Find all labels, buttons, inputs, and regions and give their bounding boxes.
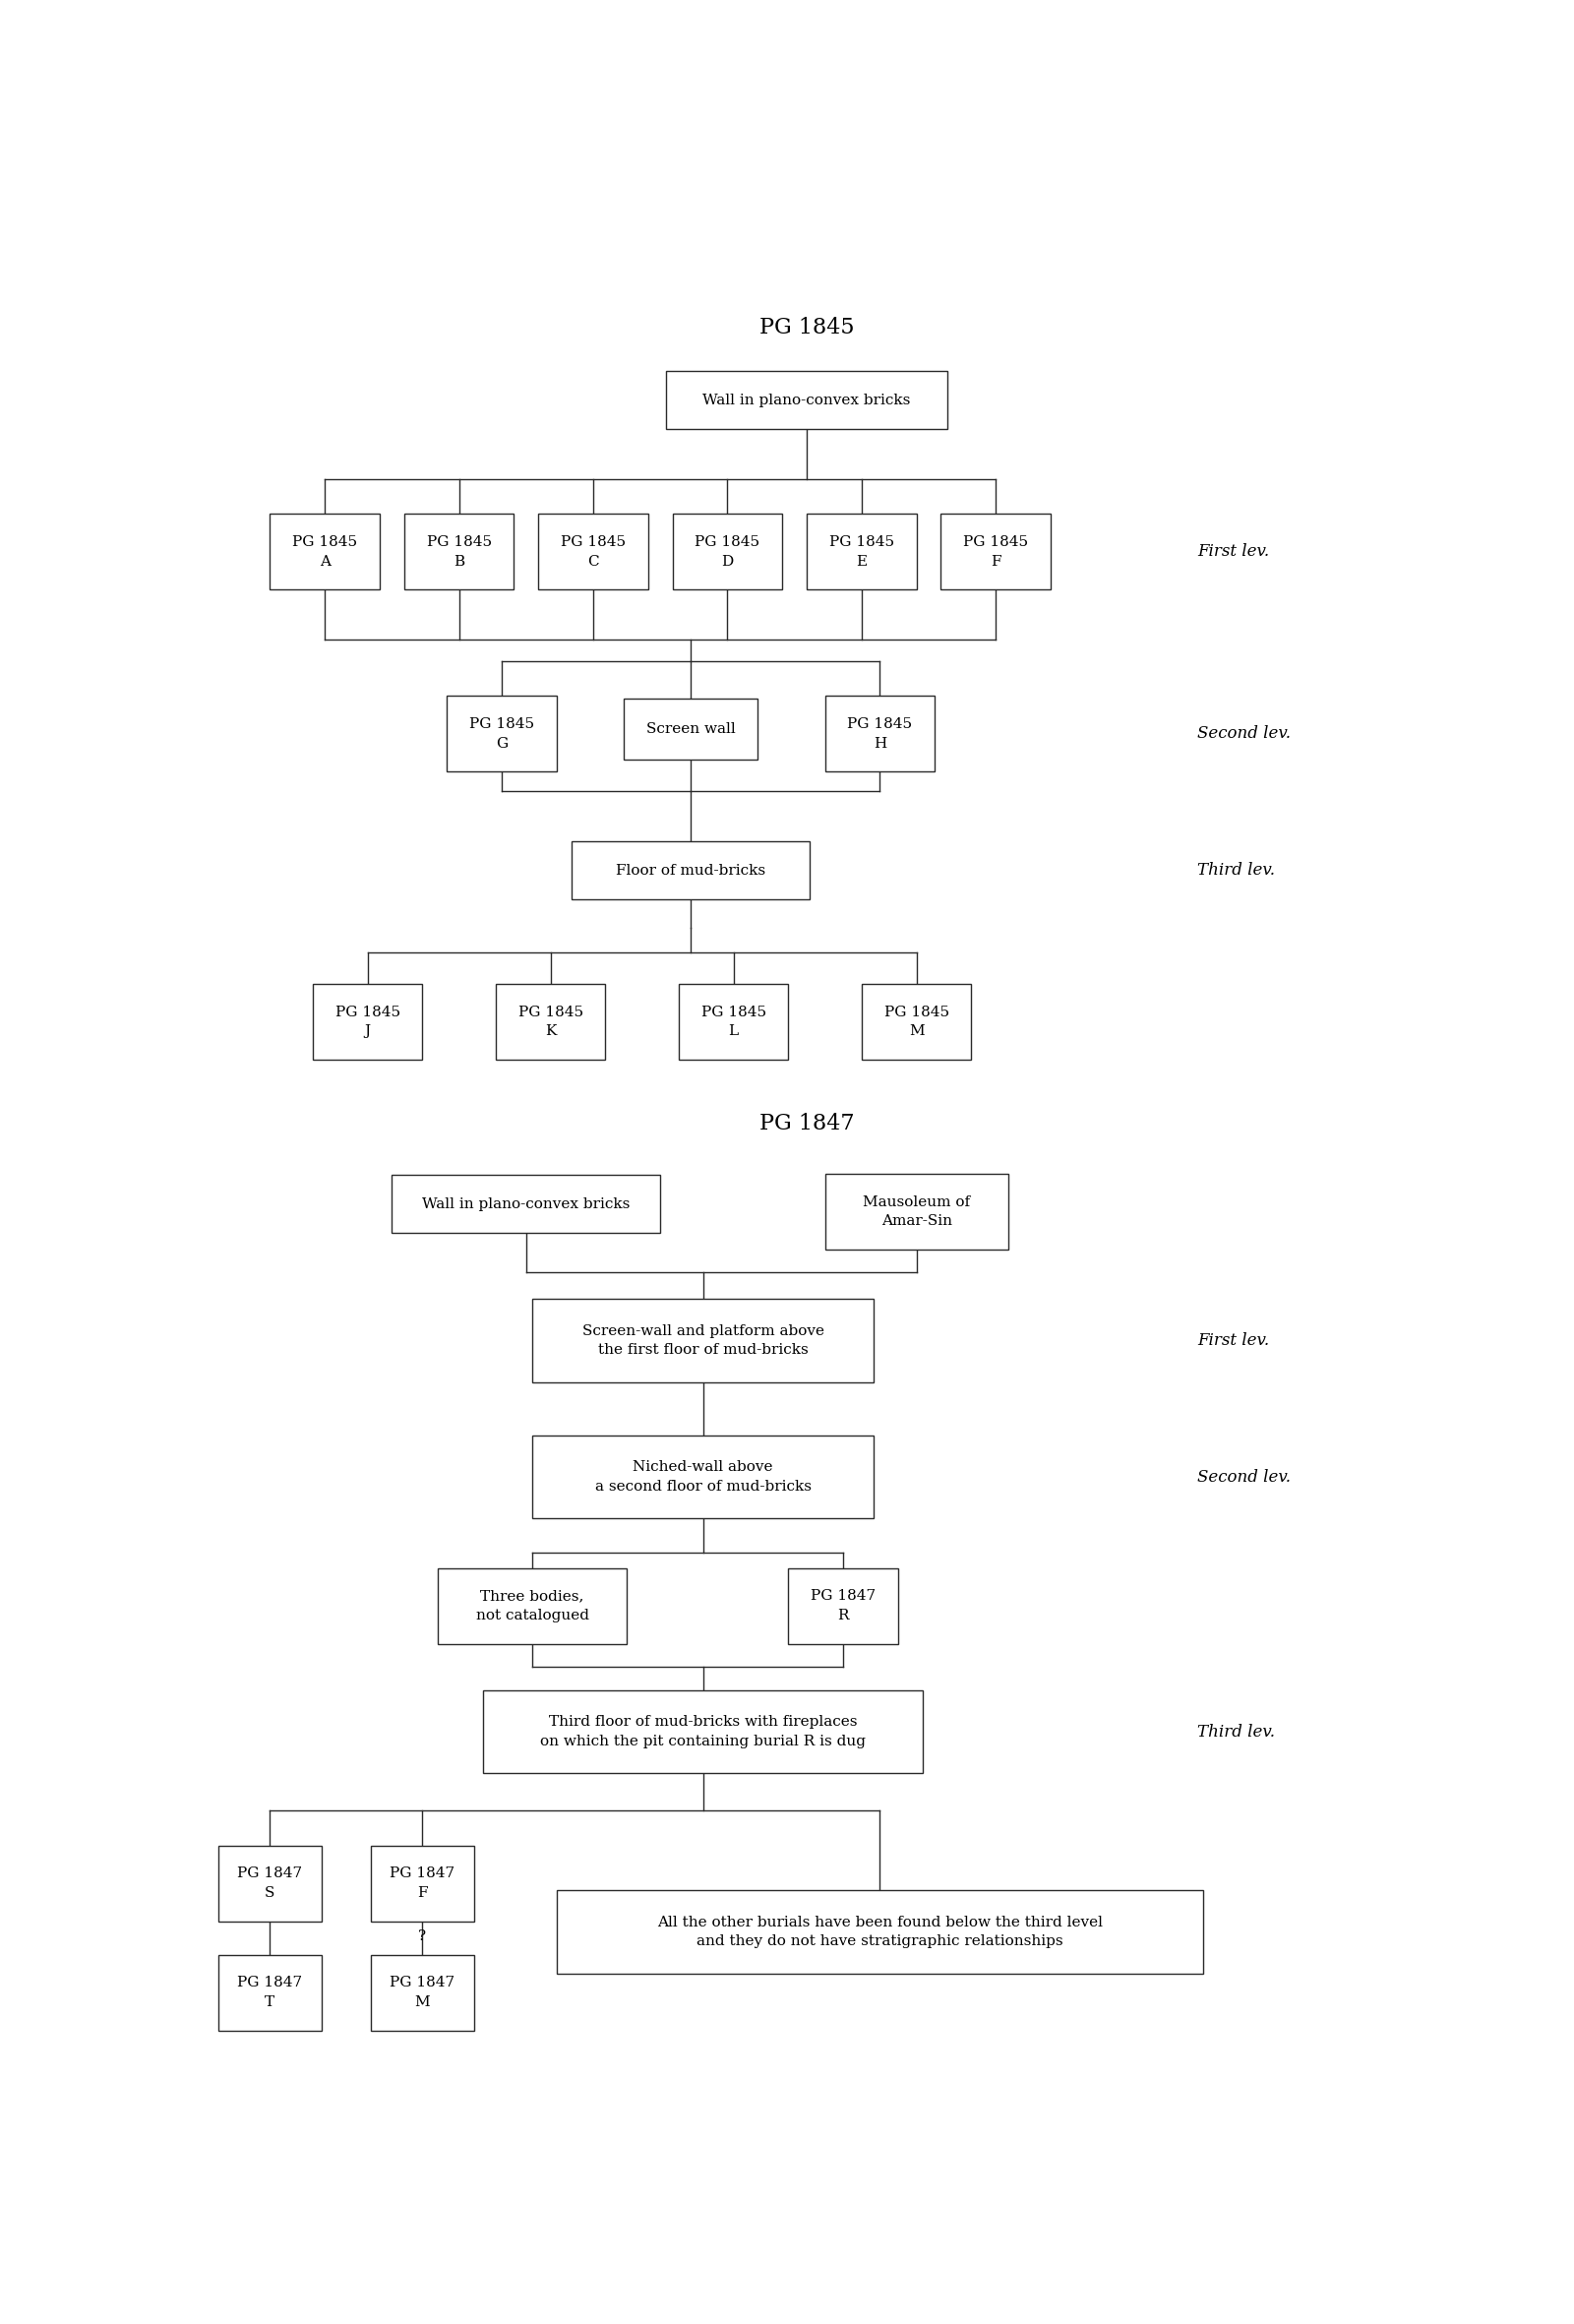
Text: Second lev.: Second lev.	[1196, 1469, 1291, 1485]
Text: Wall in plano-convex bricks: Wall in plano-convex bricks	[702, 393, 911, 407]
FancyBboxPatch shape	[438, 1569, 626, 1643]
Text: PG 1845
M: PG 1845 M	[885, 1006, 949, 1039]
FancyBboxPatch shape	[623, 700, 759, 760]
Text: All the other burials have been found below the third level
and they do not have: All the other burials have been found be…	[656, 1915, 1103, 1948]
FancyBboxPatch shape	[496, 983, 606, 1060]
Text: PG 1847
M: PG 1847 M	[390, 1975, 455, 2008]
Text: PG 1847
S: PG 1847 S	[238, 1866, 302, 1899]
FancyBboxPatch shape	[672, 514, 782, 590]
FancyBboxPatch shape	[370, 1954, 474, 2031]
FancyBboxPatch shape	[370, 1845, 474, 1922]
FancyBboxPatch shape	[532, 1299, 874, 1383]
Text: PG 1845
B: PG 1845 B	[427, 535, 491, 569]
Text: Floor of mud-bricks: Floor of mud-bricks	[615, 865, 765, 876]
Text: PG 1847
T: PG 1847 T	[238, 1975, 302, 2008]
Text: PG 1845: PG 1845	[759, 316, 855, 339]
FancyBboxPatch shape	[806, 514, 916, 590]
Text: PG 1845
F: PG 1845 F	[963, 535, 1028, 569]
Text: Three bodies,
not catalogued: Three bodies, not catalogued	[475, 1590, 589, 1622]
Text: Mausoleum of
Amar-Sin: Mausoleum of Amar-Sin	[863, 1195, 970, 1227]
Text: PG 1847: PG 1847	[759, 1113, 855, 1134]
Text: Second lev.: Second lev.	[1196, 725, 1291, 741]
Text: Third lev.: Third lev.	[1196, 862, 1275, 878]
Text: First lev.: First lev.	[1196, 544, 1269, 560]
Text: PG 1845
H: PG 1845 H	[847, 718, 913, 751]
Text: PG 1845
C: PG 1845 C	[560, 535, 626, 569]
Text: PG 1847
F: PG 1847 F	[390, 1866, 455, 1899]
FancyBboxPatch shape	[861, 983, 971, 1060]
FancyBboxPatch shape	[825, 1174, 1007, 1250]
Text: PG 1845
G: PG 1845 G	[469, 718, 534, 751]
FancyBboxPatch shape	[219, 1845, 321, 1922]
Text: Third lev.: Third lev.	[1196, 1724, 1275, 1741]
FancyBboxPatch shape	[219, 1954, 321, 2031]
FancyBboxPatch shape	[825, 695, 935, 772]
FancyBboxPatch shape	[571, 841, 809, 899]
FancyBboxPatch shape	[941, 514, 1051, 590]
FancyBboxPatch shape	[483, 1690, 922, 1773]
Text: ?: ?	[419, 1929, 427, 1943]
FancyBboxPatch shape	[538, 514, 648, 590]
FancyBboxPatch shape	[271, 514, 379, 590]
FancyBboxPatch shape	[557, 1889, 1203, 1973]
FancyBboxPatch shape	[405, 514, 515, 590]
FancyBboxPatch shape	[313, 983, 422, 1060]
Text: Screen-wall and platform above
the first floor of mud-bricks: Screen-wall and platform above the first…	[582, 1325, 825, 1357]
FancyBboxPatch shape	[666, 372, 948, 430]
Text: PG 1845
J: PG 1845 J	[335, 1006, 400, 1039]
Text: PG 1845
D: PG 1845 D	[694, 535, 760, 569]
Text: Third floor of mud-bricks with fireplaces
on which the pit containing burial R i: Third floor of mud-bricks with fireplace…	[540, 1715, 866, 1748]
Text: Screen wall: Screen wall	[647, 723, 735, 737]
FancyBboxPatch shape	[789, 1569, 899, 1643]
Text: PG 1845
L: PG 1845 L	[700, 1006, 767, 1039]
Text: PG 1845
E: PG 1845 E	[829, 535, 894, 569]
Text: PG 1845
A: PG 1845 A	[293, 535, 357, 569]
FancyBboxPatch shape	[447, 695, 557, 772]
Text: PG 1845
K: PG 1845 K	[518, 1006, 582, 1039]
FancyBboxPatch shape	[532, 1436, 874, 1518]
Text: Niched-wall above
a second floor of mud-bricks: Niched-wall above a second floor of mud-…	[595, 1459, 811, 1494]
Text: First lev.: First lev.	[1196, 1332, 1269, 1348]
FancyBboxPatch shape	[678, 983, 789, 1060]
Text: Wall in plano-convex bricks: Wall in plano-convex bricks	[422, 1197, 630, 1211]
Text: PG 1847
R: PG 1847 R	[811, 1590, 875, 1622]
FancyBboxPatch shape	[392, 1176, 661, 1232]
